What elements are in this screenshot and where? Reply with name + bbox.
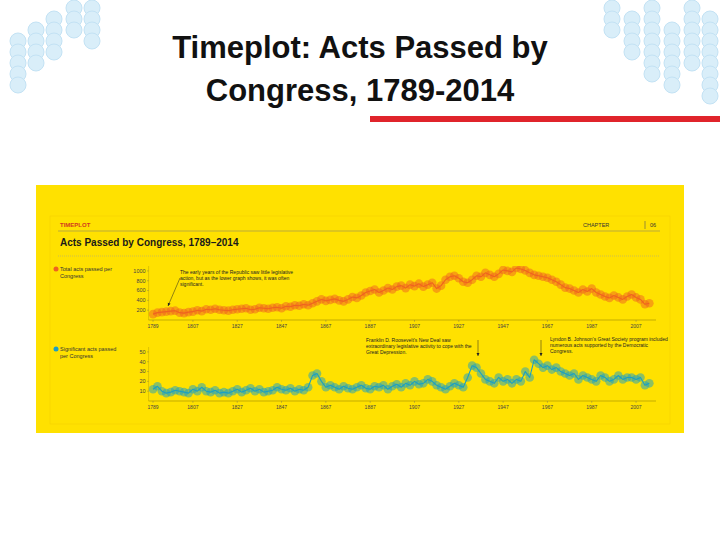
y-tick-label: 10 [139,388,145,394]
y-tick-label: 800 [136,278,145,284]
slide: TIMEPLOT CHAPTER 06 Acts Passed by Congress… [0,0,720,540]
x-axis [149,320,656,321]
x-tick-label: 1987 [586,323,597,329]
deco-dot [644,66,660,82]
annotation-arrow [478,340,479,356]
y-tick [147,381,149,382]
y-tick [147,310,149,311]
deco-dot [66,22,82,38]
x-axis [149,401,656,402]
annotation-arrow [168,278,180,306]
deco-dot [46,44,62,60]
deco-dot [10,77,26,93]
y-tick-label: 1000 [133,268,145,274]
annotation-arrow [541,340,542,356]
panel-label: TIMEPLOT [60,222,91,228]
deco-dot [28,55,44,71]
chapter-label: CHAPTER [583,222,609,228]
arrow-head [540,353,543,356]
x-tick-label: 1847 [276,404,287,410]
x-tick-label: 1907 [409,323,420,329]
y-tick [147,280,149,281]
y-axis [148,347,149,401]
chapter-number: 06 [650,222,656,228]
panel [36,185,684,433]
series-label: Significant acts passed per Congress [60,346,122,359]
x-tick-label: 1967 [542,404,553,410]
y-tick [147,361,149,362]
x-tick-label: 1867 [320,323,331,329]
y-tick-label: 200 [136,307,145,313]
x-tick-label: 1947 [498,323,509,329]
legend-swatch [54,267,59,272]
x-tick-label: 1789 [147,404,158,410]
series-line [153,360,649,393]
x-tick-label: 1927 [453,404,464,410]
panel-title: Acts Passed by Congress, 1789–2014 [60,237,239,248]
annotation: Franklin D. Roosevelt’s New Deal saw ext… [366,337,476,355]
x-tick-label: 1927 [453,323,464,329]
x-tick-label: 1867 [320,404,331,410]
chart: 200 400 600 800 1000 1789 1807 1827 1847 1867 1887… [54,264,657,329]
x-tick-label: 1827 [232,404,243,410]
y-tick [147,371,149,372]
title-rule-dotted [58,256,660,257]
legend-swatch [54,347,59,352]
x-tick-label: 1907 [409,404,420,410]
x-tick-label: 2007 [630,323,641,329]
y-tick-label: 30 [139,368,145,374]
y-tick-label: 600 [136,287,145,293]
data-point [645,379,654,388]
y-tick-label: 40 [139,359,145,365]
deco-dot [604,22,620,38]
title-rule [370,116,720,122]
slide-title: Timeplot: Acts Passed by Congress, 1789-… [120,26,600,112]
data-point [645,299,654,308]
y-tick [147,270,149,271]
x-tick-label: 1987 [586,404,597,410]
deco-dot [684,55,700,71]
chapter-divider [645,221,646,229]
x-tick-label: 1827 [232,323,243,329]
x-tick-label: 1807 [187,404,198,410]
series-line [153,268,649,314]
deco-dot [84,33,100,49]
deco-dot [624,44,640,60]
plot-area [149,355,654,397]
panel-inner [50,216,670,424]
x-tick-label: 1887 [365,323,376,329]
header-rule [58,231,660,232]
x-tick-label: 1887 [365,404,376,410]
y-tick-label: 400 [136,297,145,303]
x-tick-label: 1789 [147,323,158,329]
x-tick-label: 2007 [630,404,641,410]
x-tick-label: 1807 [187,323,198,329]
y-tick-label: 20 [139,378,145,384]
y-tick-label: 50 [139,349,145,355]
series-label: Total acts passed per Congress [60,266,122,279]
x-tick-label: 1967 [542,323,553,329]
deco-dot [664,77,680,93]
arrow-head [168,303,171,306]
y-tick [147,351,149,352]
y-axis [148,266,149,320]
deco-dot [702,88,718,104]
x-tick-label: 1847 [276,323,287,329]
plot-area [149,266,654,318]
y-tick [147,300,149,301]
x-tick-label: 1947 [498,404,509,410]
y-tick [147,290,149,291]
y-tick [147,391,149,392]
annotation: The early years of the Republic saw litt… [180,269,298,287]
annotation: Lyndon B. Johnson’s Great Society progra… [550,336,668,354]
arrow-head [477,353,480,356]
